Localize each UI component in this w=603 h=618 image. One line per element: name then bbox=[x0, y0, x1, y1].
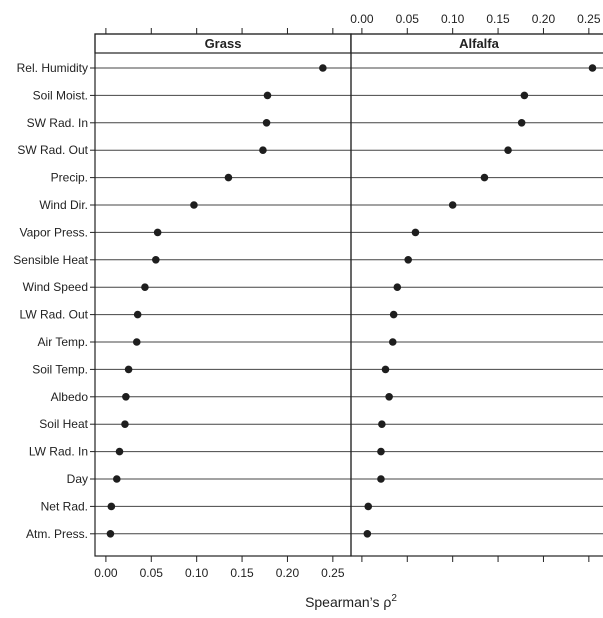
category-label: Soil Heat bbox=[39, 417, 88, 431]
data-point bbox=[115, 447, 124, 456]
data-point bbox=[404, 255, 412, 264]
data-point bbox=[517, 119, 526, 127]
data-point bbox=[378, 420, 386, 429]
data-point bbox=[152, 255, 160, 264]
category-label: Rel. Humidity bbox=[17, 61, 88, 75]
data-point bbox=[377, 447, 385, 456]
data-point bbox=[364, 502, 373, 511]
category-label: LW Rad. Out bbox=[20, 308, 89, 322]
data-point bbox=[224, 173, 233, 182]
data-point bbox=[121, 420, 129, 429]
category-label: Net Rad. bbox=[41, 499, 88, 513]
category-label: Vapor Press. bbox=[20, 225, 88, 239]
data-point bbox=[263, 91, 272, 100]
category-label: SW Rad. In bbox=[27, 116, 88, 130]
x-tick-label-top: 0.25 bbox=[577, 12, 601, 26]
x-tick-label-top: 0.15 bbox=[486, 12, 510, 26]
data-point bbox=[112, 475, 121, 483]
data-point bbox=[411, 228, 420, 237]
data-point bbox=[588, 64, 597, 72]
category-label: Wind Speed bbox=[23, 280, 88, 294]
data-point bbox=[124, 365, 133, 374]
x-axis-title: Spearman’s ρ2 bbox=[305, 593, 397, 610]
x-tick-label-bottom: 0.20 bbox=[276, 566, 300, 580]
data-point bbox=[133, 310, 142, 319]
category-label: LW Rad. In bbox=[29, 445, 88, 459]
panel-alfalfa: Alfalfa bbox=[350, 33, 603, 557]
panel-frame-alfalfa bbox=[350, 33, 603, 557]
data-point bbox=[319, 64, 327, 72]
category-label: Albedo bbox=[51, 390, 89, 404]
category-label: Sensible Heat bbox=[13, 253, 88, 267]
data-point bbox=[106, 530, 115, 538]
panel-grass: Grass bbox=[94, 33, 352, 557]
category-label: SW Rad. Out bbox=[17, 143, 88, 157]
data-point bbox=[107, 502, 116, 511]
category-label: Precip. bbox=[51, 171, 88, 185]
data-point bbox=[520, 91, 529, 100]
x-ticks-layer: 0.00 0.05 0.10 0.15 0.20 0.25 0.00 0.05 0.10 0.15… bbox=[94, 12, 601, 580]
category-label: Air Temp. bbox=[38, 335, 88, 349]
data-point bbox=[448, 201, 457, 209]
data-point bbox=[190, 201, 198, 209]
data-point bbox=[388, 338, 397, 346]
x-tick-label-top: 0.20 bbox=[532, 12, 556, 26]
x-tick-label-bottom: 0.15 bbox=[230, 566, 254, 580]
data-point bbox=[393, 283, 402, 292]
data-point bbox=[377, 475, 385, 483]
data-point bbox=[153, 228, 162, 237]
data-point bbox=[122, 393, 130, 401]
x-tick-label-top: 0.10 bbox=[441, 12, 465, 26]
x-axis-title-superscript: 2 bbox=[391, 593, 397, 604]
data-point bbox=[381, 365, 390, 374]
data-point bbox=[389, 310, 398, 319]
data-point bbox=[141, 283, 149, 292]
category-label: Day bbox=[67, 472, 88, 486]
x-tick-label-bottom: 0.10 bbox=[185, 566, 209, 580]
panel-frame-grass bbox=[94, 33, 352, 557]
x-tick-label-top: 0.05 bbox=[396, 12, 420, 26]
category-label: Soil Temp. bbox=[32, 362, 88, 376]
data-point bbox=[385, 393, 393, 401]
x-tick-label-bottom: 0.05 bbox=[140, 566, 164, 580]
data-point bbox=[480, 173, 489, 182]
x-tick-label-top: 0.00 bbox=[350, 12, 374, 26]
category-labels-layer: Rel. Humidity Soil Moist. SW Rad. In SW Rad… bbox=[13, 61, 95, 541]
x-tick-label-bottom: 0.00 bbox=[94, 566, 118, 580]
x-tick-label-bottom: 0.25 bbox=[321, 566, 345, 580]
data-point bbox=[262, 119, 271, 127]
data-point bbox=[504, 146, 512, 154]
data-point bbox=[363, 530, 372, 538]
data-point bbox=[132, 338, 141, 346]
strip-label-grass: Grass bbox=[205, 36, 242, 51]
panels-layer: Grass Alfalfa bbox=[94, 33, 603, 557]
x-axis-title-text: Spearman’s ρ bbox=[305, 594, 391, 610]
strip-label-alfalfa: Alfalfa bbox=[459, 36, 500, 51]
data-point bbox=[259, 146, 267, 154]
category-label: Soil Moist. bbox=[33, 88, 88, 102]
category-label: Wind Dir. bbox=[39, 198, 88, 212]
category-label: Atm. Press. bbox=[26, 527, 88, 541]
